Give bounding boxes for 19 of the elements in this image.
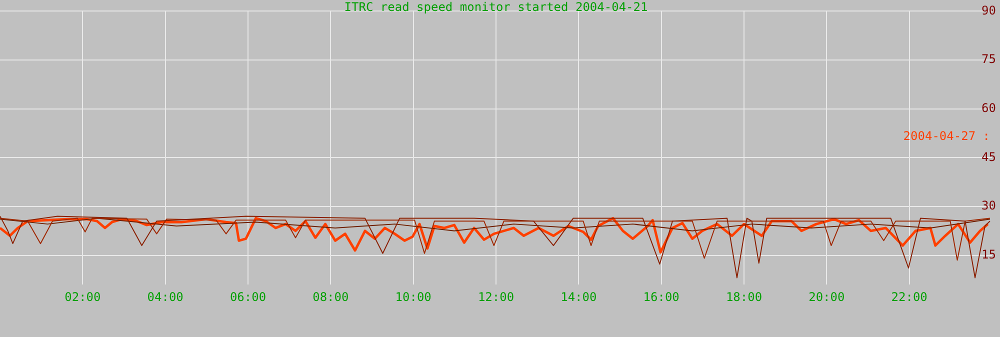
y-tick-label: 15 <box>982 247 996 262</box>
x-tick-label: 06:00 <box>230 290 266 304</box>
chart-title: ITRC read speed monitor started 2004-04-21 <box>344 0 648 14</box>
y-tick-label: 75 <box>982 52 996 66</box>
x-tick-label: 12:00 <box>478 290 514 304</box>
x-tick-label: 16:00 <box>643 290 680 304</box>
x-tick-label: 08:00 <box>312 290 349 304</box>
x-tick-label: 18:00 <box>726 290 762 304</box>
y-tick-label: 60 <box>982 100 996 115</box>
x-tick-label: 20:00 <box>808 290 845 304</box>
x-tick-label: 22:00 <box>891 290 928 304</box>
y-tick-label: 30 <box>982 198 996 213</box>
x-tick-label: 02:00 <box>64 290 101 304</box>
x-tick-label: 10:00 <box>395 290 432 304</box>
text: 2004-04-27 : <box>903 129 990 144</box>
x-tick-label: 14:00 <box>560 290 597 304</box>
x-tick-label: 04:00 <box>147 290 184 304</box>
y-tick-label: 90 <box>982 3 996 18</box>
y-tick-label: 45 <box>982 150 996 164</box>
